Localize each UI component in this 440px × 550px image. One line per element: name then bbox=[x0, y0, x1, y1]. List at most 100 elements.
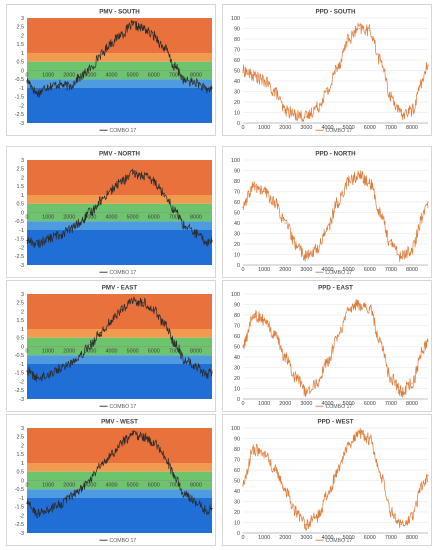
data-point bbox=[163, 455, 165, 457]
data-point bbox=[358, 27, 360, 30]
y-tick-label: 10 bbox=[234, 110, 240, 116]
y-tick-label: 2.5 bbox=[17, 435, 25, 441]
y-tick-label: -3 bbox=[19, 531, 24, 537]
x-tick-label: 1000 bbox=[42, 73, 54, 79]
y-tick-label: 0 bbox=[237, 121, 240, 127]
x-tick-label: 0 bbox=[26, 73, 29, 79]
x-tick-label: 8000 bbox=[406, 125, 418, 131]
y-tick-label: 2 bbox=[21, 443, 24, 449]
data-point bbox=[390, 96, 392, 98]
data-point bbox=[252, 185, 255, 187]
data-point bbox=[47, 373, 49, 376]
data-point bbox=[47, 85, 49, 87]
comfort-band bbox=[27, 294, 212, 329]
x-tick-label: 3000 bbox=[84, 215, 96, 221]
data-point bbox=[184, 493, 186, 496]
data-point bbox=[142, 436, 144, 438]
chart-title: PMV - NORTH bbox=[99, 151, 140, 158]
comfort-band bbox=[27, 195, 212, 204]
y-tick-label: 0.5 bbox=[17, 470, 25, 476]
x-tick-label: 5000 bbox=[127, 73, 139, 79]
x-tick-label: 1000 bbox=[258, 401, 270, 407]
y-tick-label: -2.5 bbox=[15, 112, 24, 118]
data-point bbox=[337, 64, 339, 66]
comfort-band bbox=[27, 329, 212, 338]
y-tick-label: 30 bbox=[234, 89, 240, 95]
x-tick-label: 8000 bbox=[190, 215, 202, 221]
data-point bbox=[184, 225, 186, 228]
chart-title: PPD - EAST bbox=[318, 285, 353, 292]
x-tick-label: 2000 bbox=[63, 483, 75, 489]
y-tick-label: 90 bbox=[234, 26, 240, 32]
x-tick-label: 8000 bbox=[190, 349, 202, 355]
y-tick-label: 60 bbox=[234, 468, 240, 474]
legend-label: COMBO 17 bbox=[110, 270, 137, 276]
data-point bbox=[263, 319, 265, 321]
data-point bbox=[153, 34, 155, 37]
x-tick-label: 6000 bbox=[364, 401, 376, 407]
data-point bbox=[68, 363, 70, 365]
x-tick-label: 3000 bbox=[300, 267, 312, 273]
data-point bbox=[427, 340, 429, 342]
data-point bbox=[68, 229, 70, 231]
y-tick-label: 2 bbox=[21, 175, 24, 181]
y-tick-label: -2 bbox=[19, 103, 24, 109]
y-tick-label: 0 bbox=[237, 397, 240, 403]
data-point bbox=[252, 314, 255, 316]
data-point bbox=[252, 75, 255, 77]
x-tick-label: 2000 bbox=[63, 73, 75, 79]
data-point bbox=[79, 76, 81, 79]
y-tick-label: -0.5 bbox=[15, 219, 24, 225]
x-tick-label: 1000 bbox=[42, 483, 54, 489]
data-point bbox=[337, 335, 339, 337]
x-tick-label: 4000 bbox=[105, 349, 117, 355]
data-point bbox=[153, 180, 155, 182]
data-point bbox=[390, 377, 392, 379]
x-tick-label: 6000 bbox=[148, 349, 160, 355]
data-point bbox=[100, 331, 102, 334]
x-tick-label: 7000 bbox=[169, 73, 181, 79]
y-tick-label: 30 bbox=[234, 499, 240, 505]
data-point bbox=[369, 309, 371, 311]
data-point bbox=[110, 189, 113, 191]
x-tick-label: 1000 bbox=[258, 267, 270, 273]
data-point bbox=[284, 356, 286, 358]
legend-label: COMBO 17 bbox=[110, 128, 137, 134]
y-tick-label: 70 bbox=[234, 189, 240, 195]
y-tick-label: 40 bbox=[234, 79, 240, 85]
y-tick-label: -1 bbox=[19, 362, 24, 368]
data-point bbox=[211, 239, 213, 242]
chart-title: PMV - SOUTH bbox=[99, 9, 140, 16]
chart-title: PPD - SOUTH bbox=[316, 9, 356, 16]
data-point bbox=[400, 524, 402, 526]
data-point bbox=[36, 513, 39, 515]
data-point bbox=[68, 497, 70, 499]
chart-svg: PMV - EAST32.521.510.50-0.5-1-1.5-2-2.5-… bbox=[15, 285, 213, 410]
x-tick-label: 8000 bbox=[190, 73, 202, 79]
x-tick-label: 7000 bbox=[169, 215, 181, 221]
data-point bbox=[89, 211, 91, 214]
data-point bbox=[79, 222, 81, 224]
data-point bbox=[195, 365, 197, 367]
y-tick-label: -0.5 bbox=[15, 353, 24, 359]
series-line bbox=[242, 299, 429, 398]
y-tick-label: -3 bbox=[19, 397, 24, 403]
comfort-band bbox=[27, 160, 212, 195]
x-tick-label: 4000 bbox=[321, 267, 333, 273]
y-tick-label: 40 bbox=[234, 489, 240, 495]
y-tick-label: 60 bbox=[234, 58, 240, 64]
x-tick-label: 0 bbox=[26, 349, 29, 355]
y-tick-label: 3 bbox=[21, 158, 24, 164]
data-point bbox=[326, 227, 329, 229]
data-point bbox=[121, 180, 123, 182]
y-tick-label: 2 bbox=[21, 33, 24, 39]
comfort-band bbox=[27, 355, 212, 364]
data-point bbox=[26, 502, 28, 504]
y-tick-label: 2 bbox=[21, 309, 24, 315]
legend-label: COMBO 17 bbox=[326, 270, 353, 276]
y-tick-label: -1.5 bbox=[15, 371, 24, 377]
y-tick-label: -1.5 bbox=[15, 95, 24, 101]
data-point bbox=[68, 85, 70, 87]
x-tick-label: 3000 bbox=[84, 483, 96, 489]
y-tick-label: 30 bbox=[234, 231, 240, 237]
